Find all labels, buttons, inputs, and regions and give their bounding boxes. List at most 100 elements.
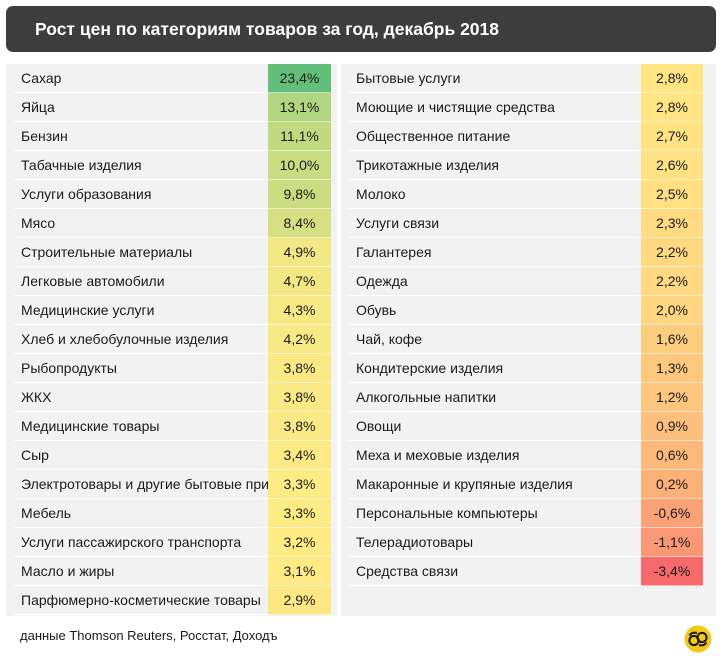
category-label: Сыр	[21, 447, 49, 463]
table-row: Масло и жиры 3,1%	[6, 557, 337, 586]
value-cell: 0,9%	[641, 412, 703, 441]
row-divider	[14, 353, 268, 354]
category-label: Рыбопродукты	[21, 360, 117, 376]
row-divider	[14, 556, 268, 557]
category-label: Бытовые услуги	[356, 70, 461, 86]
row-divider	[14, 179, 268, 180]
value-cell: 2,2%	[641, 238, 703, 267]
value-cell: -0,6%	[641, 499, 703, 528]
category-label: Сахар	[21, 70, 62, 86]
category-label: Макаронные и крупяные изделия	[356, 476, 573, 492]
row-divider	[349, 498, 641, 499]
value-cell: 4,2%	[268, 325, 331, 354]
table-row: Яйца 13,1%	[6, 93, 337, 122]
category-label: Овощи	[356, 418, 402, 434]
table-row: ЖКХ 3,8%	[6, 383, 337, 412]
category-label: Хлеб и хлебобулочные изделия	[21, 331, 229, 347]
table-panel-left: Сахар 23,4% Яйца 13,1% Бензин 11,1% Табачные и…	[6, 64, 337, 616]
page-title: Рост цен по категориям товаров за год, д…	[35, 19, 499, 39]
table-row: Средства связи -3,4%	[341, 557, 716, 586]
table-row: Овощи 0,9%	[341, 412, 716, 441]
table-row: Рыбопродукты 3,8%	[6, 354, 337, 383]
category-label: Услуги образования	[21, 186, 152, 202]
value-cell: -3,4%	[641, 557, 703, 586]
row-divider	[14, 150, 268, 151]
category-label: Молоко	[356, 186, 406, 202]
row-divider	[14, 382, 268, 383]
table-row: Молоко 2,5%	[341, 180, 716, 209]
value-cell: 2,8%	[641, 93, 703, 122]
row-divider	[14, 411, 268, 412]
table-row: Табачные изделия 10,0%	[6, 151, 337, 180]
table-row: Услуги связи 2,3%	[341, 209, 716, 238]
value-cell: 0,2%	[641, 470, 703, 499]
row-divider	[14, 208, 268, 209]
category-label: Яйца	[21, 99, 55, 115]
value-cell: 2,3%	[641, 209, 703, 238]
table-row: Галантерея 2,2%	[341, 238, 716, 267]
row-divider	[14, 498, 268, 499]
category-label: Масло и жиры	[21, 563, 115, 579]
table-row: Строительные материалы 4,9%	[6, 238, 337, 267]
row-divider	[14, 266, 268, 267]
row-divider	[349, 353, 641, 354]
table-row: Медицинские товары 3,8%	[6, 412, 337, 441]
row-divider	[349, 208, 641, 209]
category-label: Моющие и чистящие средства	[356, 99, 555, 115]
category-label: Медицинские товары	[21, 418, 160, 434]
value-cell: 3,3%	[268, 470, 331, 499]
table-row: Персональные компьютеры -0,6%	[341, 499, 716, 528]
value-cell: 9,8%	[268, 180, 331, 209]
row-divider	[349, 92, 641, 93]
table-row: Хлеб и хлебобулочные изделия 4,2%	[6, 325, 337, 354]
category-label: Легковые автомобили	[21, 273, 165, 289]
row-divider	[14, 527, 268, 528]
category-label: Услуги связи	[356, 215, 440, 231]
category-label: Обувь	[356, 302, 397, 318]
value-cell: 1,2%	[641, 383, 703, 412]
value-cell: 2,0%	[641, 296, 703, 325]
table-row: Электротовары и другие бытовые приб 3,3%	[6, 470, 337, 499]
value-cell: 2,7%	[641, 122, 703, 151]
category-label: Алкогольные напитки	[356, 389, 497, 405]
row-divider	[14, 121, 268, 122]
category-label: Строительные материалы	[21, 244, 193, 260]
row-divider	[349, 527, 641, 528]
row-divider	[14, 469, 268, 470]
category-label: Средства связи	[356, 563, 459, 579]
category-label: Галантерея	[356, 244, 432, 260]
category-label: Мебель	[21, 505, 72, 521]
table-row: Макаронные и крупяные изделия 0,2%	[341, 470, 716, 499]
table-row: Мясо 8,4%	[6, 209, 337, 238]
table-row: Мебель 3,3%	[6, 499, 337, 528]
category-label: Общественное питание	[356, 128, 511, 144]
table-row: Трикотажные изделия 2,6%	[341, 151, 716, 180]
table-row: Общественное питание 2,7%	[341, 122, 716, 151]
row-divider	[349, 237, 641, 238]
row-divider	[14, 295, 268, 296]
value-cell: 3,8%	[268, 354, 331, 383]
row-divider	[349, 179, 641, 180]
row-divider	[14, 92, 268, 93]
row-divider	[14, 440, 268, 441]
row-divider	[349, 382, 641, 383]
category-label: ЖКХ	[21, 389, 52, 405]
table-row: Сыр 3,4%	[6, 441, 337, 470]
category-label: Медицинские услуги	[21, 302, 155, 318]
category-label: Меха и меховые изделия	[356, 447, 520, 463]
value-cell: 11,1%	[268, 122, 331, 151]
category-label: Услуги пассажирского транспорта	[21, 534, 242, 550]
table-row: Меха и меховые изделия 0,6%	[341, 441, 716, 470]
table-row: Кондитерские изделия 1,3%	[341, 354, 716, 383]
value-cell: 23,4%	[268, 64, 331, 93]
row-divider	[349, 585, 641, 586]
row-divider	[349, 469, 641, 470]
row-divider	[349, 150, 641, 151]
row-divider	[349, 295, 641, 296]
row-divider	[349, 440, 641, 441]
table-row: Парфюмерно-косметические товары 2,9%	[6, 586, 337, 615]
row-divider	[349, 411, 641, 412]
row-divider	[349, 324, 641, 325]
table-row: Телерадиотовары -1,1%	[341, 528, 716, 557]
category-label: Телерадиотовары	[356, 534, 474, 550]
